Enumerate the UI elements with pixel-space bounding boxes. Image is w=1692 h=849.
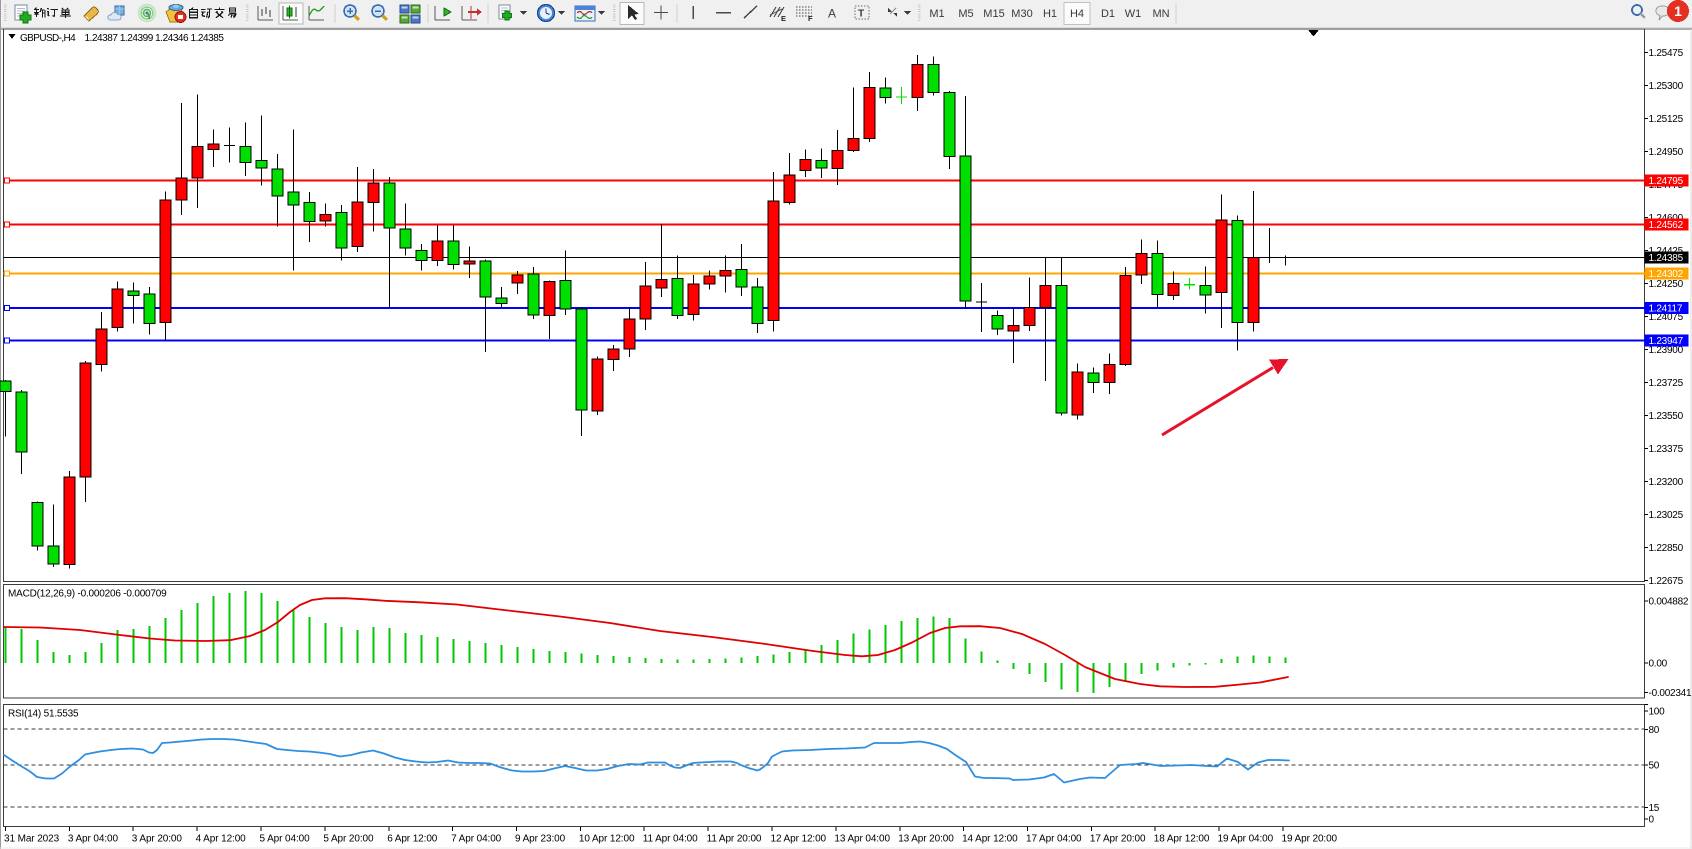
svg-text:11 Apr 20:00: 11 Apr 20:00 (707, 834, 762, 845)
svg-text:1: 1 (1674, 3, 1682, 19)
svg-text:18 Apr 12:00: 18 Apr 12:00 (1154, 834, 1210, 845)
svg-text:1.24950: 1.24950 (1649, 147, 1684, 158)
svg-text:M5: M5 (958, 8, 973, 20)
svg-text:1.23025: 1.23025 (1649, 510, 1684, 521)
svg-text:4 Apr 12:00: 4 Apr 12:00 (196, 834, 247, 845)
svg-text:17 Apr 04:00: 17 Apr 04:00 (1026, 834, 1082, 845)
svg-text:1.23200: 1.23200 (1649, 477, 1684, 488)
svg-text:-0.002341: -0.002341 (1649, 688, 1692, 699)
svg-text:MN: MN (1152, 8, 1169, 20)
svg-text:19 Apr 04:00: 19 Apr 04:00 (1218, 834, 1274, 845)
svg-text:1.24795: 1.24795 (1649, 176, 1684, 187)
svg-text:1.25300: 1.25300 (1649, 81, 1684, 92)
svg-text:GBPUSD-,H4: GBPUSD-,H4 (20, 33, 76, 44)
svg-text:10 Apr 12:00: 10 Apr 12:00 (579, 834, 635, 845)
svg-text:14 Apr 12:00: 14 Apr 12:00 (962, 834, 1018, 845)
svg-text:F: F (808, 14, 813, 23)
svg-text:W1: W1 (1125, 8, 1142, 20)
svg-text:E: E (781, 14, 786, 23)
svg-text:31 Mar 2023: 31 Mar 2023 (4, 834, 60, 845)
svg-text:0.00: 0.00 (1649, 659, 1668, 670)
svg-text:1.24385: 1.24385 (1649, 253, 1684, 264)
svg-text:11 Apr 04:00: 11 Apr 04:00 (643, 834, 698, 845)
svg-text:M15: M15 (983, 8, 1004, 20)
svg-text:15: 15 (1649, 803, 1660, 814)
svg-text:RSI(14) 51.5535: RSI(14) 51.5535 (8, 709, 79, 720)
svg-text:1.23900: 1.23900 (1649, 345, 1684, 356)
svg-text:H4: H4 (1070, 8, 1084, 20)
svg-text:1.25125: 1.25125 (1649, 114, 1684, 125)
svg-text:M1: M1 (929, 8, 944, 20)
svg-text:1.23375: 1.23375 (1649, 444, 1684, 455)
svg-text:A: A (828, 7, 836, 21)
svg-text:1.24117: 1.24117 (1649, 304, 1683, 315)
svg-text:9 Apr 23:00: 9 Apr 23:00 (515, 834, 566, 845)
svg-text:M30: M30 (1011, 8, 1032, 20)
svg-text:1.23550: 1.23550 (1649, 411, 1684, 422)
svg-text:80: 80 (1649, 725, 1660, 736)
svg-text:6 Apr 12:00: 6 Apr 12:00 (387, 834, 438, 845)
svg-text:0.004882: 0.004882 (1649, 597, 1689, 608)
svg-text:T: T (858, 9, 864, 20)
svg-text:H1: H1 (1043, 8, 1057, 20)
svg-text:13 Apr 04:00: 13 Apr 04:00 (834, 834, 890, 845)
svg-text:1.24387 1.24399 1.24346 1.2438: 1.24387 1.24399 1.24346 1.24385 (85, 33, 225, 44)
svg-text:13 Apr 20:00: 13 Apr 20:00 (898, 834, 954, 845)
svg-text:7 Apr 04:00: 7 Apr 04:00 (451, 834, 502, 845)
svg-text:1.22675: 1.22675 (1649, 576, 1684, 587)
svg-text:1.24250: 1.24250 (1649, 279, 1684, 290)
svg-text:MACD(12,26,9) -0.000206 -0.000: MACD(12,26,9) -0.000206 -0.000709 (8, 589, 167, 600)
svg-text:100: 100 (1649, 707, 1666, 718)
svg-text:1.23725: 1.23725 (1649, 378, 1684, 389)
svg-text:17 Apr 20:00: 17 Apr 20:00 (1090, 834, 1146, 845)
svg-text:0: 0 (1649, 815, 1655, 826)
svg-text:1.24562: 1.24562 (1649, 220, 1684, 231)
svg-text:D1: D1 (1101, 8, 1115, 20)
svg-text:5 Apr 20:00: 5 Apr 20:00 (323, 834, 374, 845)
svg-text:19 Apr 20:00: 19 Apr 20:00 (1282, 834, 1338, 845)
svg-text:1.24075: 1.24075 (1649, 312, 1684, 323)
svg-text:1.22850: 1.22850 (1649, 543, 1684, 554)
svg-text:3 Apr 20:00: 3 Apr 20:00 (132, 834, 183, 845)
svg-text:1.25475: 1.25475 (1649, 48, 1684, 59)
svg-text:5 Apr 04:00: 5 Apr 04:00 (260, 834, 311, 845)
svg-text:12 Apr 12:00: 12 Apr 12:00 (771, 834, 827, 845)
svg-text:1.24302: 1.24302 (1649, 269, 1684, 280)
svg-text:1.23947: 1.23947 (1649, 336, 1684, 347)
svg-text:50: 50 (1649, 761, 1660, 772)
svg-text:3 Apr 04:00: 3 Apr 04:00 (68, 834, 119, 845)
